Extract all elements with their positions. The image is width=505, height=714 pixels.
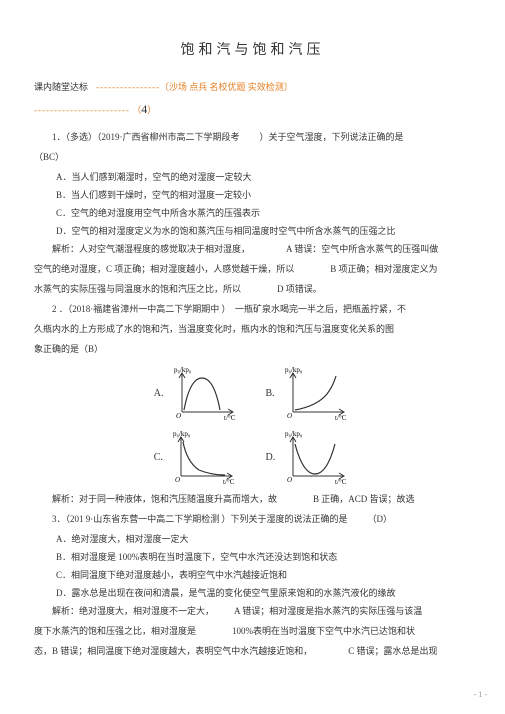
page-number: - 1 - (474, 687, 487, 702)
q1-exp-2: 空气的绝对湿度，C 项正确；相对湿度越小，人感觉越干燥，所以 B 项正确；相对湿度… (34, 260, 471, 278)
q2-stem-2: 久瓶内水的上方形成了水的饱和汽，当温度变化时，瓶内水的饱和汽压与温度变化关系的图 (34, 320, 471, 338)
chart-d: p₀/kp₀ O t/°C (281, 428, 351, 486)
chart-a: p₀/kp₀ O t/°C (170, 364, 240, 422)
chart-cell-c: C. p₀/kp₀ O t/°C (154, 428, 240, 486)
chart-c: p₀/kp₀ O t/°C (169, 428, 239, 486)
q3-exp2b: 100%表明在当时温度下空气中水汽已达饱和状 (232, 626, 415, 636)
chart-cell-b: B. p₀/kp₀ O t/°C (266, 364, 352, 422)
q1-stem-b: ）关于空气湿度，下列说法正确的是 (260, 132, 404, 142)
q3-exp-2: 度下水蒸汽的饱和压强之比，相对湿度是 100%表明在当时温度下空气中水汽已达饱和状 (34, 622, 471, 640)
q2-exp-c: ACD 皆误；故选 (348, 494, 414, 504)
chart-a-ylabel: p₀/kp₀ (174, 366, 192, 374)
q3-opt-c: C．相同温度下绝对湿度越小，表明空气中水汽越接近饱和 (34, 566, 471, 584)
chart-label-d: D. (266, 448, 276, 467)
q3-exp3b: C 错误；露水总是出现 (348, 646, 437, 656)
chart-cell-a: A. p₀/kp₀ O t/°C (154, 364, 240, 422)
q2-stem-1: 2 ．（2018·福建省漳州一中高二下学期期中 ） 一瓶矿泉水喝完一半之后，把瓶… (34, 300, 471, 318)
q2-stem-3: 象正确的是（B） (34, 340, 471, 358)
chart-label-a: A. (154, 384, 164, 403)
q1-opt-c: C．空气的绝对湿度用空气中所含水蒸汽的压强表示 (34, 204, 471, 222)
q3-exp1b: A 错误；相对湿度是指水蒸汽的实际压强与该温 (234, 606, 422, 616)
q3-stem: 3．（201 9·山东省东营一中高二下学期检测 ）下列关于湿度的说法正确的是 （D… (34, 510, 471, 528)
chart-d-ylabel: p₀/kp₀ (285, 430, 303, 438)
diagram-grid: A. p₀/kp₀ O t/°C B. p₀/kp₀ O t/°C (34, 364, 471, 486)
chart-c-ylabel: p₀/kp₀ (173, 430, 191, 438)
q1-exp1b: A 错误：空气中所含水蒸气的压强叫做 (286, 244, 438, 254)
chart-d-xlabel: t/°C (335, 478, 347, 486)
chart-cell-d: D. p₀/kp₀ O t/°C (266, 428, 352, 486)
q3-stem-b: （D） (368, 514, 393, 524)
q3-opt-a: A．绝对湿度大，相对湿度一定大 (34, 530, 471, 548)
q1-stem-a: 1．（多选）（2019·广西省柳州市高二下学期段考 (52, 132, 240, 142)
q3-opt-b: B．相对湿度是 100%表明在当时温度下，空气中水汽还没达到饱和状态 (34, 548, 471, 566)
paren-close: ） (147, 105, 156, 115)
subtitle-bracket: 〔沙场 点兵 名校优题 实效检测〕 (160, 79, 293, 96)
subtitle-line2: ------------------------ （4） (34, 98, 471, 121)
q1-stem: 1．（多选）（2019·广西省柳州市高二下学期段考 ）关于空气湿度，下列说法正确的… (34, 128, 471, 146)
q1-exp-1: 解析：人对空气潮湿程度的感觉取决于相对湿度， A 错误：空气中所含水蒸气的压强叫做 (34, 240, 471, 258)
chart-b-ylabel: p₀/kp₀ (285, 366, 303, 374)
q1-opt-d: D．空气的相对湿度定义为水的饱和蒸汽压与相同温度时空气中所含水蒸气的压强之比 (34, 222, 471, 240)
chart-b: p₀/kp₀ O t/°C (281, 364, 351, 422)
chart-c-xlabel: t/°C (223, 478, 235, 486)
q1-exp1a: 解析：人对空气潮湿程度的感觉取决于相对湿度， (52, 244, 250, 254)
chart-b-xlabel: t/°C (335, 414, 347, 422)
q2-exp: 解析：对于同一种液体，饱和汽压随温度升高而增大，故 B 正确，ACD 皆误；故选 (34, 490, 471, 508)
q1-exp-3: 水蒸气的实际压强与同温度水的饱和汽压之比，所以 D 项错误。 (34, 280, 471, 298)
q2-exp-a: 解析：对于同一种液体，饱和汽压随温度升高而增大，故 (52, 494, 277, 504)
q2-exp-b: B 正确， (313, 494, 348, 504)
chart-a-xlabel: t/°C (224, 414, 236, 422)
dashes-1: ---------------- (96, 79, 160, 96)
dashes-2: ------------------------ (34, 105, 130, 115)
chart-label-c: C. (154, 448, 163, 467)
q1-opt-a: A．当人们感到潮湿时，空气的绝对湿度一定较大 (34, 168, 471, 186)
paren-open: （ (132, 105, 141, 115)
chart-d-origin: O (287, 476, 292, 484)
q3-exp-3: 态，B 错误；相同温度下绝对湿度越大，表明空气中水汽越接近饱和， C 错误；露水总… (34, 642, 471, 660)
q3-exp1a: 解析：绝对湿度大，相对湿度不一定大， (52, 606, 214, 616)
subtitle-row: 课内随堂达标 ---------------- 〔沙场 点兵 名校优题 实效检测… (34, 79, 471, 96)
q3-stem-a: 3．（201 9·山东省东营一中高二下学期检测 ）下列关于湿度的说法正确的是 (52, 514, 348, 524)
q3-opt-d: D．露水总是出现在夜间和清晨，是气温的变化使空气里原来饱和的水蒸汽液化的缘故 (34, 584, 471, 602)
q1-exp3b: D 项错误。 (277, 284, 322, 294)
q3-exp3a: 态，B 错误；相同温度下绝对湿度越大，表明空气中水汽越接近饱和， (34, 646, 312, 656)
chart-a-origin: O (176, 412, 181, 420)
chart-b-origin: O (287, 412, 292, 420)
q3-exp2a: 度下水蒸汽的饱和压强之比，相对湿度是 (34, 626, 196, 636)
chart-c-origin: O (175, 476, 180, 484)
chart-label-b: B. (266, 384, 275, 403)
q3-exp-1: 解析：绝对湿度大，相对湿度不一定大， A 错误；相对湿度是指水蒸汽的实际压强与该温 (34, 602, 471, 620)
q1-exp3a: 水蒸气的实际压强与同温度水的饱和汽压之比，所以 (34, 284, 241, 294)
q1-exp2b: B 项正确；相对湿度定义为 (330, 264, 437, 274)
q1-answer: （BC） (34, 148, 471, 166)
q1-opt-b: B．当人们感到干燥时，空气的相对湿度一定较小 (34, 186, 471, 204)
q1-exp2a: 空气的绝对湿度，C 项正确；相对湿度越小，人感觉越干燥，所以 (34, 264, 294, 274)
doc-title: 饱和汽与饱和汽压 (34, 38, 471, 65)
subtitle-label: 课内随堂达标 (34, 79, 88, 96)
